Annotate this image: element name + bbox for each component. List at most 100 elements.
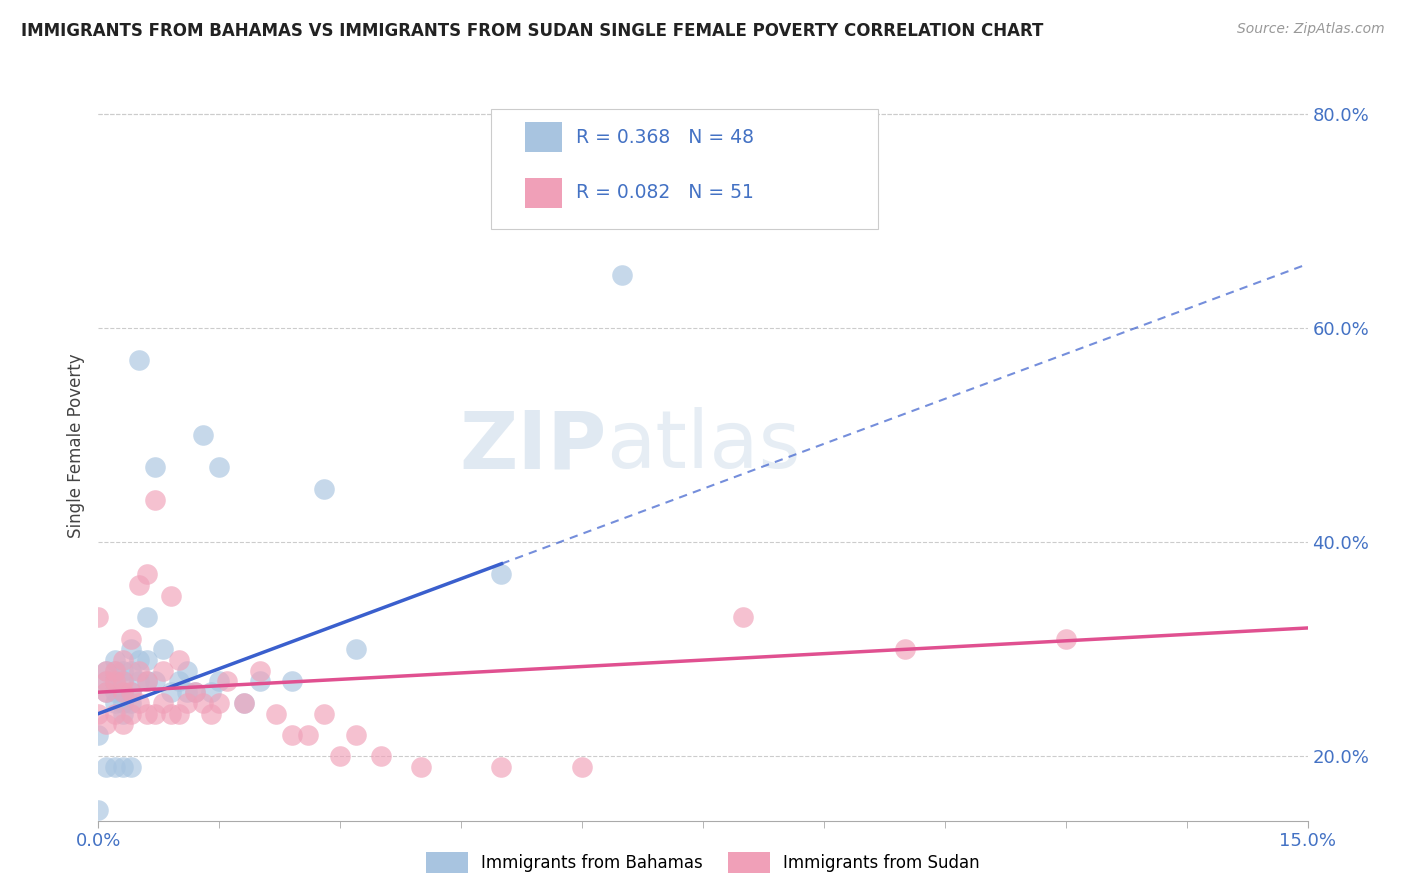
Point bbox=[111, 674, 134, 689]
Point bbox=[87, 610, 110, 624]
Point bbox=[491, 760, 513, 774]
Point bbox=[103, 653, 125, 667]
Point bbox=[184, 685, 207, 699]
Point bbox=[893, 642, 915, 657]
Point bbox=[167, 653, 190, 667]
Point bbox=[217, 674, 239, 689]
Point bbox=[103, 664, 125, 678]
Point bbox=[111, 664, 134, 678]
Point bbox=[103, 674, 125, 689]
Point bbox=[103, 760, 125, 774]
Point bbox=[111, 696, 134, 710]
Point bbox=[344, 642, 367, 657]
Point bbox=[103, 674, 125, 689]
Point bbox=[111, 706, 134, 721]
Point bbox=[143, 460, 166, 475]
Point bbox=[152, 642, 174, 657]
Legend: Immigrants from Bahamas, Immigrants from Sudan: Immigrants from Bahamas, Immigrants from… bbox=[419, 846, 987, 880]
Point bbox=[208, 674, 231, 689]
Y-axis label: Single Female Poverty: Single Female Poverty bbox=[66, 354, 84, 538]
Point bbox=[135, 567, 157, 582]
Point bbox=[143, 706, 166, 721]
Text: R = 0.368   N = 48: R = 0.368 N = 48 bbox=[576, 128, 754, 147]
Point bbox=[208, 696, 231, 710]
Point bbox=[128, 653, 150, 667]
Point bbox=[128, 664, 150, 678]
Point bbox=[167, 674, 190, 689]
Point bbox=[409, 760, 432, 774]
Point bbox=[370, 749, 392, 764]
Point bbox=[491, 567, 513, 582]
Point bbox=[135, 674, 157, 689]
Point bbox=[152, 664, 174, 678]
Text: atlas: atlas bbox=[606, 407, 800, 485]
Point bbox=[160, 685, 183, 699]
Point bbox=[96, 717, 118, 731]
Text: R = 0.082   N = 51: R = 0.082 N = 51 bbox=[576, 183, 754, 202]
Point bbox=[152, 696, 174, 710]
Point bbox=[329, 749, 352, 764]
Point bbox=[344, 728, 367, 742]
FancyBboxPatch shape bbox=[526, 122, 561, 153]
Point bbox=[249, 664, 271, 678]
Point bbox=[176, 696, 198, 710]
Text: IMMIGRANTS FROM BAHAMAS VS IMMIGRANTS FROM SUDAN SINGLE FEMALE POVERTY CORRELATI: IMMIGRANTS FROM BAHAMAS VS IMMIGRANTS FR… bbox=[21, 22, 1043, 40]
Point bbox=[96, 760, 118, 774]
Point bbox=[167, 706, 190, 721]
Point bbox=[96, 685, 118, 699]
Point bbox=[103, 685, 125, 699]
Point bbox=[232, 696, 254, 710]
Point bbox=[120, 685, 142, 699]
Point bbox=[128, 578, 150, 592]
Point bbox=[111, 717, 134, 731]
Point bbox=[87, 803, 110, 817]
Point bbox=[111, 653, 134, 667]
Point bbox=[208, 460, 231, 475]
Point bbox=[120, 632, 142, 646]
Point bbox=[135, 674, 157, 689]
Point bbox=[1054, 632, 1077, 646]
Point bbox=[111, 674, 134, 689]
Point bbox=[111, 685, 134, 699]
Point bbox=[96, 664, 118, 678]
Point bbox=[103, 664, 125, 678]
Point bbox=[96, 674, 118, 689]
Point bbox=[571, 760, 593, 774]
Point bbox=[135, 653, 157, 667]
Point bbox=[96, 674, 118, 689]
Point bbox=[111, 760, 134, 774]
Point bbox=[96, 685, 118, 699]
Text: Source: ZipAtlas.com: Source: ZipAtlas.com bbox=[1237, 22, 1385, 37]
Point bbox=[314, 482, 336, 496]
Point bbox=[120, 706, 142, 721]
Point bbox=[87, 706, 110, 721]
Point bbox=[612, 268, 634, 282]
Point bbox=[176, 685, 198, 699]
Point bbox=[128, 353, 150, 368]
Point bbox=[96, 664, 118, 678]
Point bbox=[103, 696, 125, 710]
Point bbox=[111, 685, 134, 699]
Point bbox=[249, 674, 271, 689]
Point bbox=[314, 706, 336, 721]
Point bbox=[135, 610, 157, 624]
Point bbox=[128, 674, 150, 689]
Point bbox=[160, 589, 183, 603]
Point bbox=[297, 728, 319, 742]
Point bbox=[143, 492, 166, 507]
Point bbox=[103, 706, 125, 721]
Point bbox=[128, 696, 150, 710]
Point bbox=[733, 610, 755, 624]
Point bbox=[184, 685, 207, 699]
Point bbox=[176, 664, 198, 678]
Point bbox=[135, 706, 157, 721]
Point bbox=[281, 728, 304, 742]
Point bbox=[281, 674, 304, 689]
Point bbox=[120, 685, 142, 699]
Point bbox=[160, 706, 183, 721]
Point bbox=[143, 674, 166, 689]
Point bbox=[200, 706, 222, 721]
Point bbox=[120, 696, 142, 710]
FancyBboxPatch shape bbox=[526, 178, 561, 208]
Point bbox=[87, 728, 110, 742]
